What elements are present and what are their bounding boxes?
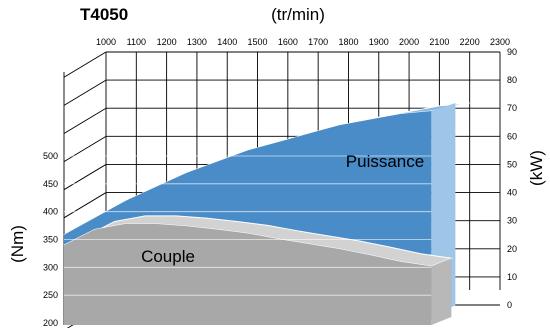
right-tick-label: 40 xyxy=(507,188,517,198)
x-tick-label: 1000 xyxy=(96,37,116,47)
left-tick-label: 250 xyxy=(43,290,58,300)
right-tick-label: 10 xyxy=(507,272,517,282)
right-tick-label: 80 xyxy=(507,75,517,85)
left-tick-label: 400 xyxy=(43,207,58,217)
left-axis-unit: (Nm) xyxy=(8,225,27,263)
left-tick-label: 200 xyxy=(43,318,58,328)
right-tick-label: 70 xyxy=(507,103,517,113)
series-label-puissance: Puissance xyxy=(346,152,424,171)
torque-area-top-face xyxy=(63,215,454,267)
x-tick-label: 1900 xyxy=(369,37,389,47)
side-wall-line xyxy=(63,107,107,134)
torque-area-side-face xyxy=(431,258,452,325)
right-axis-unit: (kW) xyxy=(527,150,546,186)
x-tick-label: 2300 xyxy=(490,37,510,47)
side-wall-line xyxy=(63,79,107,106)
axis-ticks: 1000 1100 1200 1300 1400 1500 1600 1700 1800 1900… xyxy=(43,37,517,328)
x-tick-label: 2200 xyxy=(460,37,480,47)
torque-area-front-face xyxy=(64,223,432,325)
left-tick-label: 500 xyxy=(43,151,58,161)
side-wall-line xyxy=(63,192,107,219)
side-wall-line xyxy=(63,51,107,78)
side-wall-line xyxy=(63,164,107,191)
right-tick-label: 0 xyxy=(507,300,512,310)
x-tick-label: 1200 xyxy=(157,37,177,47)
left-tick-label: 300 xyxy=(43,262,58,272)
right-tick-label: 60 xyxy=(507,131,517,141)
x-tick-label: 1300 xyxy=(187,37,207,47)
series-label-couple: Couple xyxy=(141,247,195,266)
right-tick-label: 90 xyxy=(507,47,517,57)
left-tick-label: 450 xyxy=(43,179,58,189)
right-tick-label: 30 xyxy=(507,216,517,226)
right-tick-label: 20 xyxy=(507,244,517,254)
x-axis-unit: (tr/min) xyxy=(271,5,325,24)
x-tick-label: 1800 xyxy=(338,37,358,47)
x-tick-label: 1100 xyxy=(127,37,146,47)
chart-title: T4050 xyxy=(80,5,128,24)
left-tick-label: 350 xyxy=(43,235,58,245)
x-tick-label: 1600 xyxy=(278,37,298,47)
x-tick-label: 1700 xyxy=(308,37,328,47)
side-wall-line xyxy=(63,135,107,162)
x-tick-label: 1500 xyxy=(248,37,268,47)
x-tick-label: 2100 xyxy=(429,37,449,47)
x-tick-label: 2000 xyxy=(399,37,419,47)
x-tick-label: 1400 xyxy=(217,37,237,47)
chart-areas: Puissance Couple xyxy=(63,102,470,325)
right-tick-label: 50 xyxy=(507,159,517,169)
